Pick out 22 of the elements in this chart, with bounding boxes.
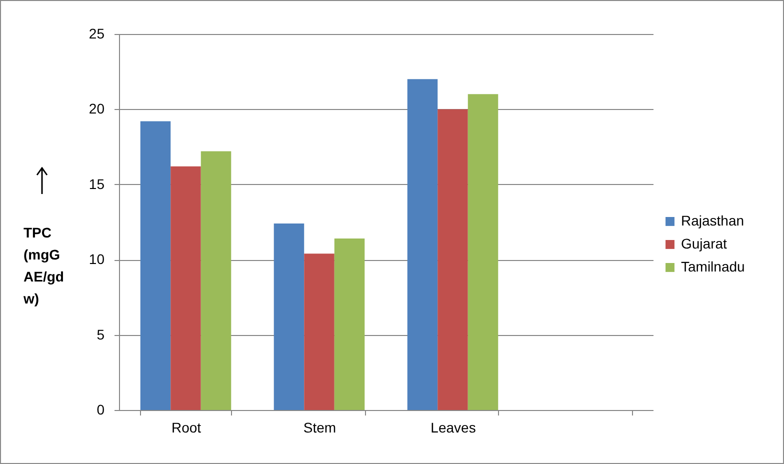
x-tick-label: Stem (303, 420, 336, 436)
bar (438, 109, 468, 410)
y-tick-label: 15 (88, 176, 105, 192)
bar (468, 94, 498, 410)
y-tick-label: 5 (96, 326, 105, 342)
bar (334, 238, 365, 410)
x-tick-label: Root (171, 420, 202, 436)
bar (304, 254, 334, 410)
y-tick-label: 20 (88, 100, 105, 117)
legend-label: Tamilnadu (681, 258, 745, 274)
y-tick-label: 0 (96, 402, 105, 418)
bar (200, 151, 232, 410)
y-tick-label: 10 (88, 251, 105, 268)
bar (407, 79, 438, 410)
legend-label: Rajasthan (681, 212, 744, 228)
y-axis-title: TPC (mgG AE/gd w) (22, 224, 64, 306)
y-tick-label: 25 (88, 26, 105, 42)
bar (274, 224, 304, 410)
legend-label: Gujarat (681, 235, 728, 252)
x-tick-label: Leaves (430, 420, 476, 436)
bar (170, 166, 201, 410)
bar (140, 121, 171, 410)
